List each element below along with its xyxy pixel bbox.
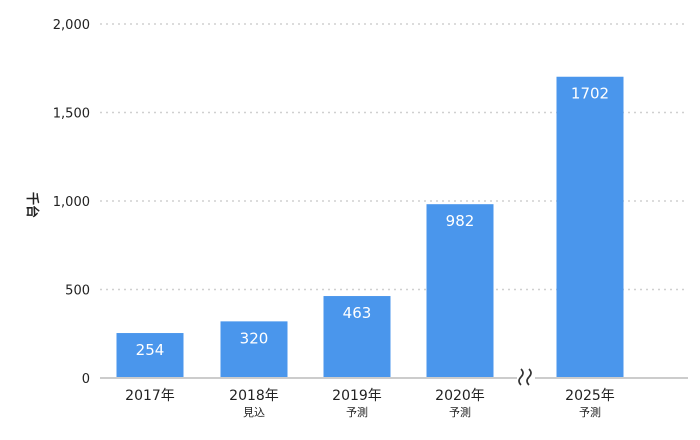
y-tick-label: 500 (65, 284, 90, 299)
data-label: 320 (240, 329, 269, 347)
y-tick-label: 1,000 (53, 195, 90, 210)
bar (323, 296, 391, 378)
y-tick-label: 1,500 (53, 107, 90, 122)
x-tick-label: 2025年 (565, 388, 615, 404)
x-tick-sublabel: 見込 (243, 406, 265, 419)
axis-break-stroke (526, 368, 532, 386)
y-axis-ticks: 0 500 1,000 1,500 2,000 (53, 18, 90, 387)
bar (220, 321, 288, 378)
y-tick-label: 0 (82, 372, 90, 387)
data-label: 463 (343, 304, 372, 322)
data-label: 254 (136, 341, 165, 359)
x-tick-sublabel: 予測 (579, 405, 601, 419)
x-tick-label: 2020年 (435, 388, 485, 404)
bar (426, 204, 494, 378)
y-axis-label: 千台 (24, 192, 40, 218)
axis-break-stroke (518, 368, 524, 386)
data-label: 982 (446, 212, 475, 230)
gridlines (100, 23, 688, 291)
bar (556, 76, 624, 378)
x-tick-sublabel: 予測 (449, 405, 471, 419)
x-tick-sublabel: 予測 (346, 405, 368, 419)
x-tick-label: 2019年 (332, 388, 382, 404)
y-tick-label: 2,000 (53, 18, 90, 33)
axis-break-icon (517, 368, 535, 388)
x-tick-label: 2017年 (125, 388, 175, 404)
bar (116, 333, 184, 378)
x-tick-label: 2018年 (229, 388, 279, 404)
bars (116, 76, 624, 378)
data-label: 1702 (571, 85, 609, 103)
data-labels: 254 320 463 982 1702 (136, 85, 609, 359)
